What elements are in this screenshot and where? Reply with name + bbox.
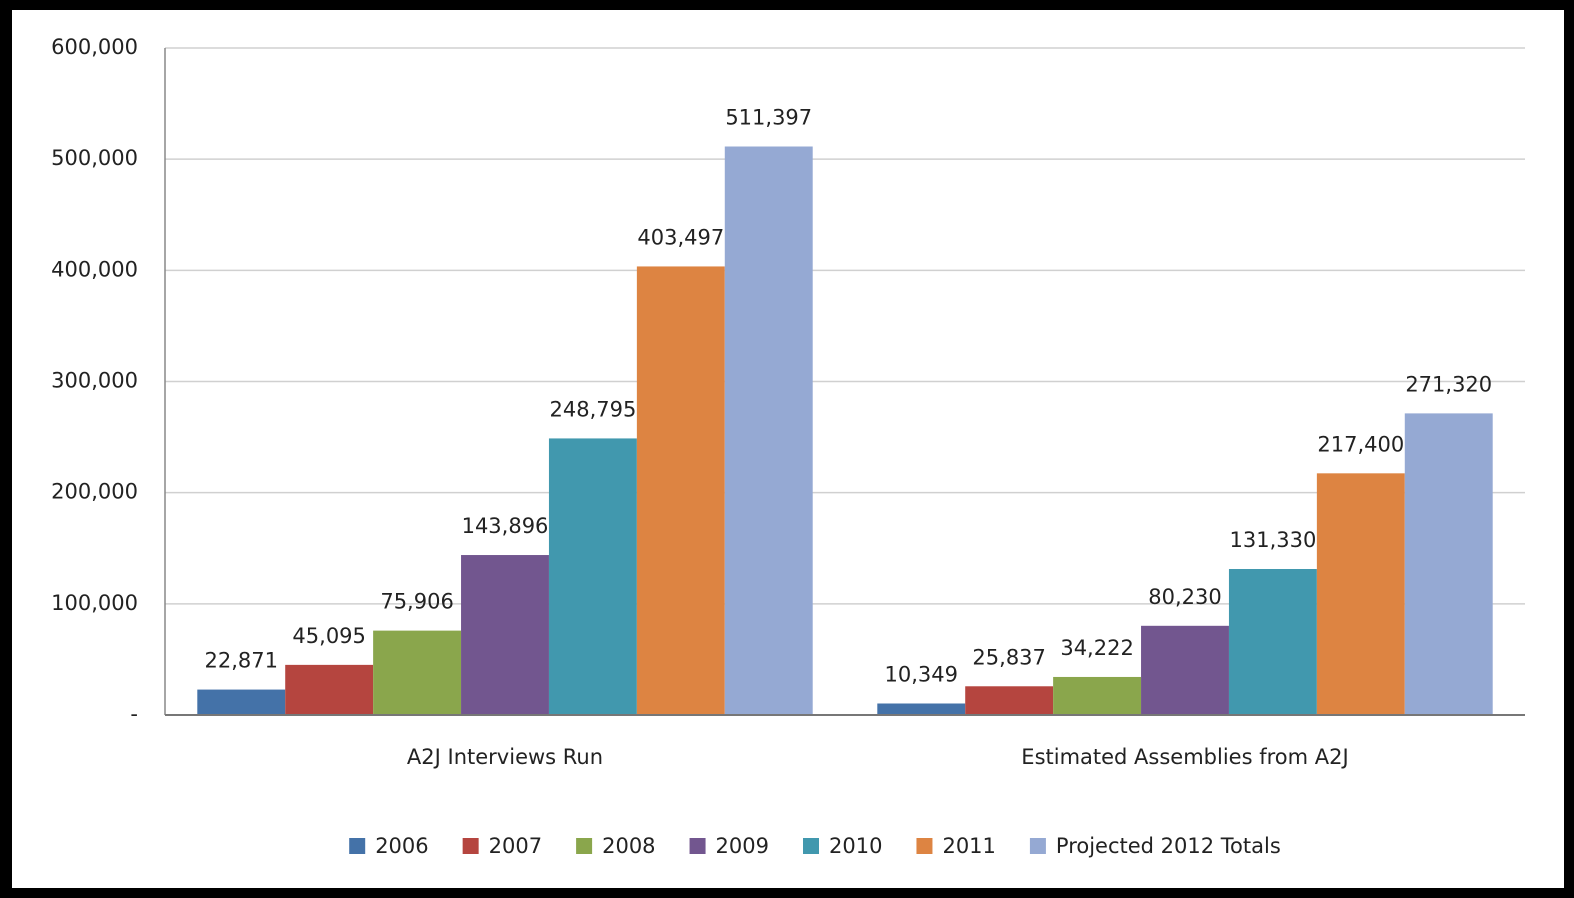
bar: [1404, 413, 1493, 715]
data-label: 22,871: [205, 649, 278, 673]
data-label: 80,230: [1148, 585, 1221, 609]
bar: [1228, 569, 1317, 715]
y-tick-label: 300,000: [51, 369, 138, 393]
data-label: 131,330: [1229, 528, 1316, 552]
legend-label: 2010: [829, 834, 882, 858]
data-label: 271,320: [1405, 372, 1492, 396]
data-label: 25,837: [972, 645, 1045, 669]
bar: [965, 686, 1054, 715]
y-tick-label: 200,000: [51, 480, 138, 504]
legend-swatch: [689, 838, 706, 854]
bar: [197, 689, 286, 715]
legend-swatch: [462, 838, 479, 854]
y-tick-label: -: [130, 702, 138, 726]
data-label: 217,400: [1317, 432, 1404, 456]
bar: [461, 555, 549, 715]
legend-label: 2008: [602, 834, 655, 858]
x-tick-label: Estimated Assemblies from A2J: [1021, 745, 1348, 769]
bar: [724, 146, 813, 715]
legend-label: 2007: [489, 834, 542, 858]
legend-label: 2011: [942, 834, 995, 858]
data-label: 45,095: [292, 624, 365, 648]
y-tick-label: 500,000: [51, 146, 138, 170]
x-tick-label: A2J Interviews Run: [407, 745, 603, 769]
bar: [548, 438, 637, 715]
data-label: 248,795: [549, 397, 636, 421]
legend-label: 2009: [716, 834, 769, 858]
bar: [877, 703, 966, 715]
y-tick-label: 600,000: [51, 35, 138, 59]
legend-swatch: [916, 838, 933, 854]
legend-label: Projected 2012 Totals: [1056, 834, 1281, 858]
data-label: 403,497: [637, 225, 724, 249]
legend-label: 2006: [375, 834, 428, 858]
data-label: 511,397: [725, 105, 812, 129]
data-label: 75,906: [380, 590, 453, 614]
bar: [373, 630, 462, 715]
legend-swatch: [803, 838, 820, 854]
data-label: 143,896: [462, 514, 549, 538]
bar: [1316, 473, 1405, 715]
data-label: 34,222: [1060, 636, 1133, 660]
legend-swatch: [576, 838, 593, 854]
bar: [1141, 625, 1229, 715]
y-tick-label: 400,000: [51, 257, 138, 281]
legend-swatch: [349, 838, 366, 854]
y-tick-label: 100,000: [51, 591, 138, 615]
bar: [285, 664, 374, 715]
data-label: 10,349: [885, 662, 958, 686]
legend-swatch: [1029, 838, 1046, 854]
bar: [636, 266, 725, 715]
bar: [1053, 676, 1142, 715]
